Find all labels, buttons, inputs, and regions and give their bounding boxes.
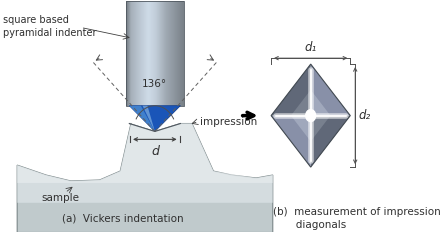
Polygon shape <box>311 116 350 167</box>
Polygon shape <box>17 124 273 183</box>
Text: impression: impression <box>200 117 257 127</box>
Polygon shape <box>271 64 311 116</box>
Polygon shape <box>311 64 350 116</box>
Polygon shape <box>311 116 330 141</box>
Text: 136°: 136° <box>142 79 168 89</box>
Polygon shape <box>17 124 273 233</box>
Text: square based
pyramidal indenter: square based pyramidal indenter <box>3 15 97 38</box>
Text: (a)  Vickers indentation: (a) Vickers indentation <box>62 214 184 224</box>
Polygon shape <box>291 116 311 141</box>
Polygon shape <box>143 106 155 132</box>
Polygon shape <box>17 124 273 203</box>
Polygon shape <box>271 116 311 167</box>
Text: d₁: d₁ <box>304 41 317 54</box>
Bar <box>126 1 184 106</box>
Polygon shape <box>129 106 155 132</box>
Text: d: d <box>151 145 159 158</box>
Polygon shape <box>291 90 311 116</box>
Polygon shape <box>311 90 330 116</box>
Text: (b)  measurement of impression
       diagonals: (b) measurement of impression diagonals <box>273 207 440 230</box>
Text: sample: sample <box>42 193 80 203</box>
Text: d₂: d₂ <box>358 109 371 122</box>
Polygon shape <box>129 106 181 132</box>
Circle shape <box>306 110 316 121</box>
